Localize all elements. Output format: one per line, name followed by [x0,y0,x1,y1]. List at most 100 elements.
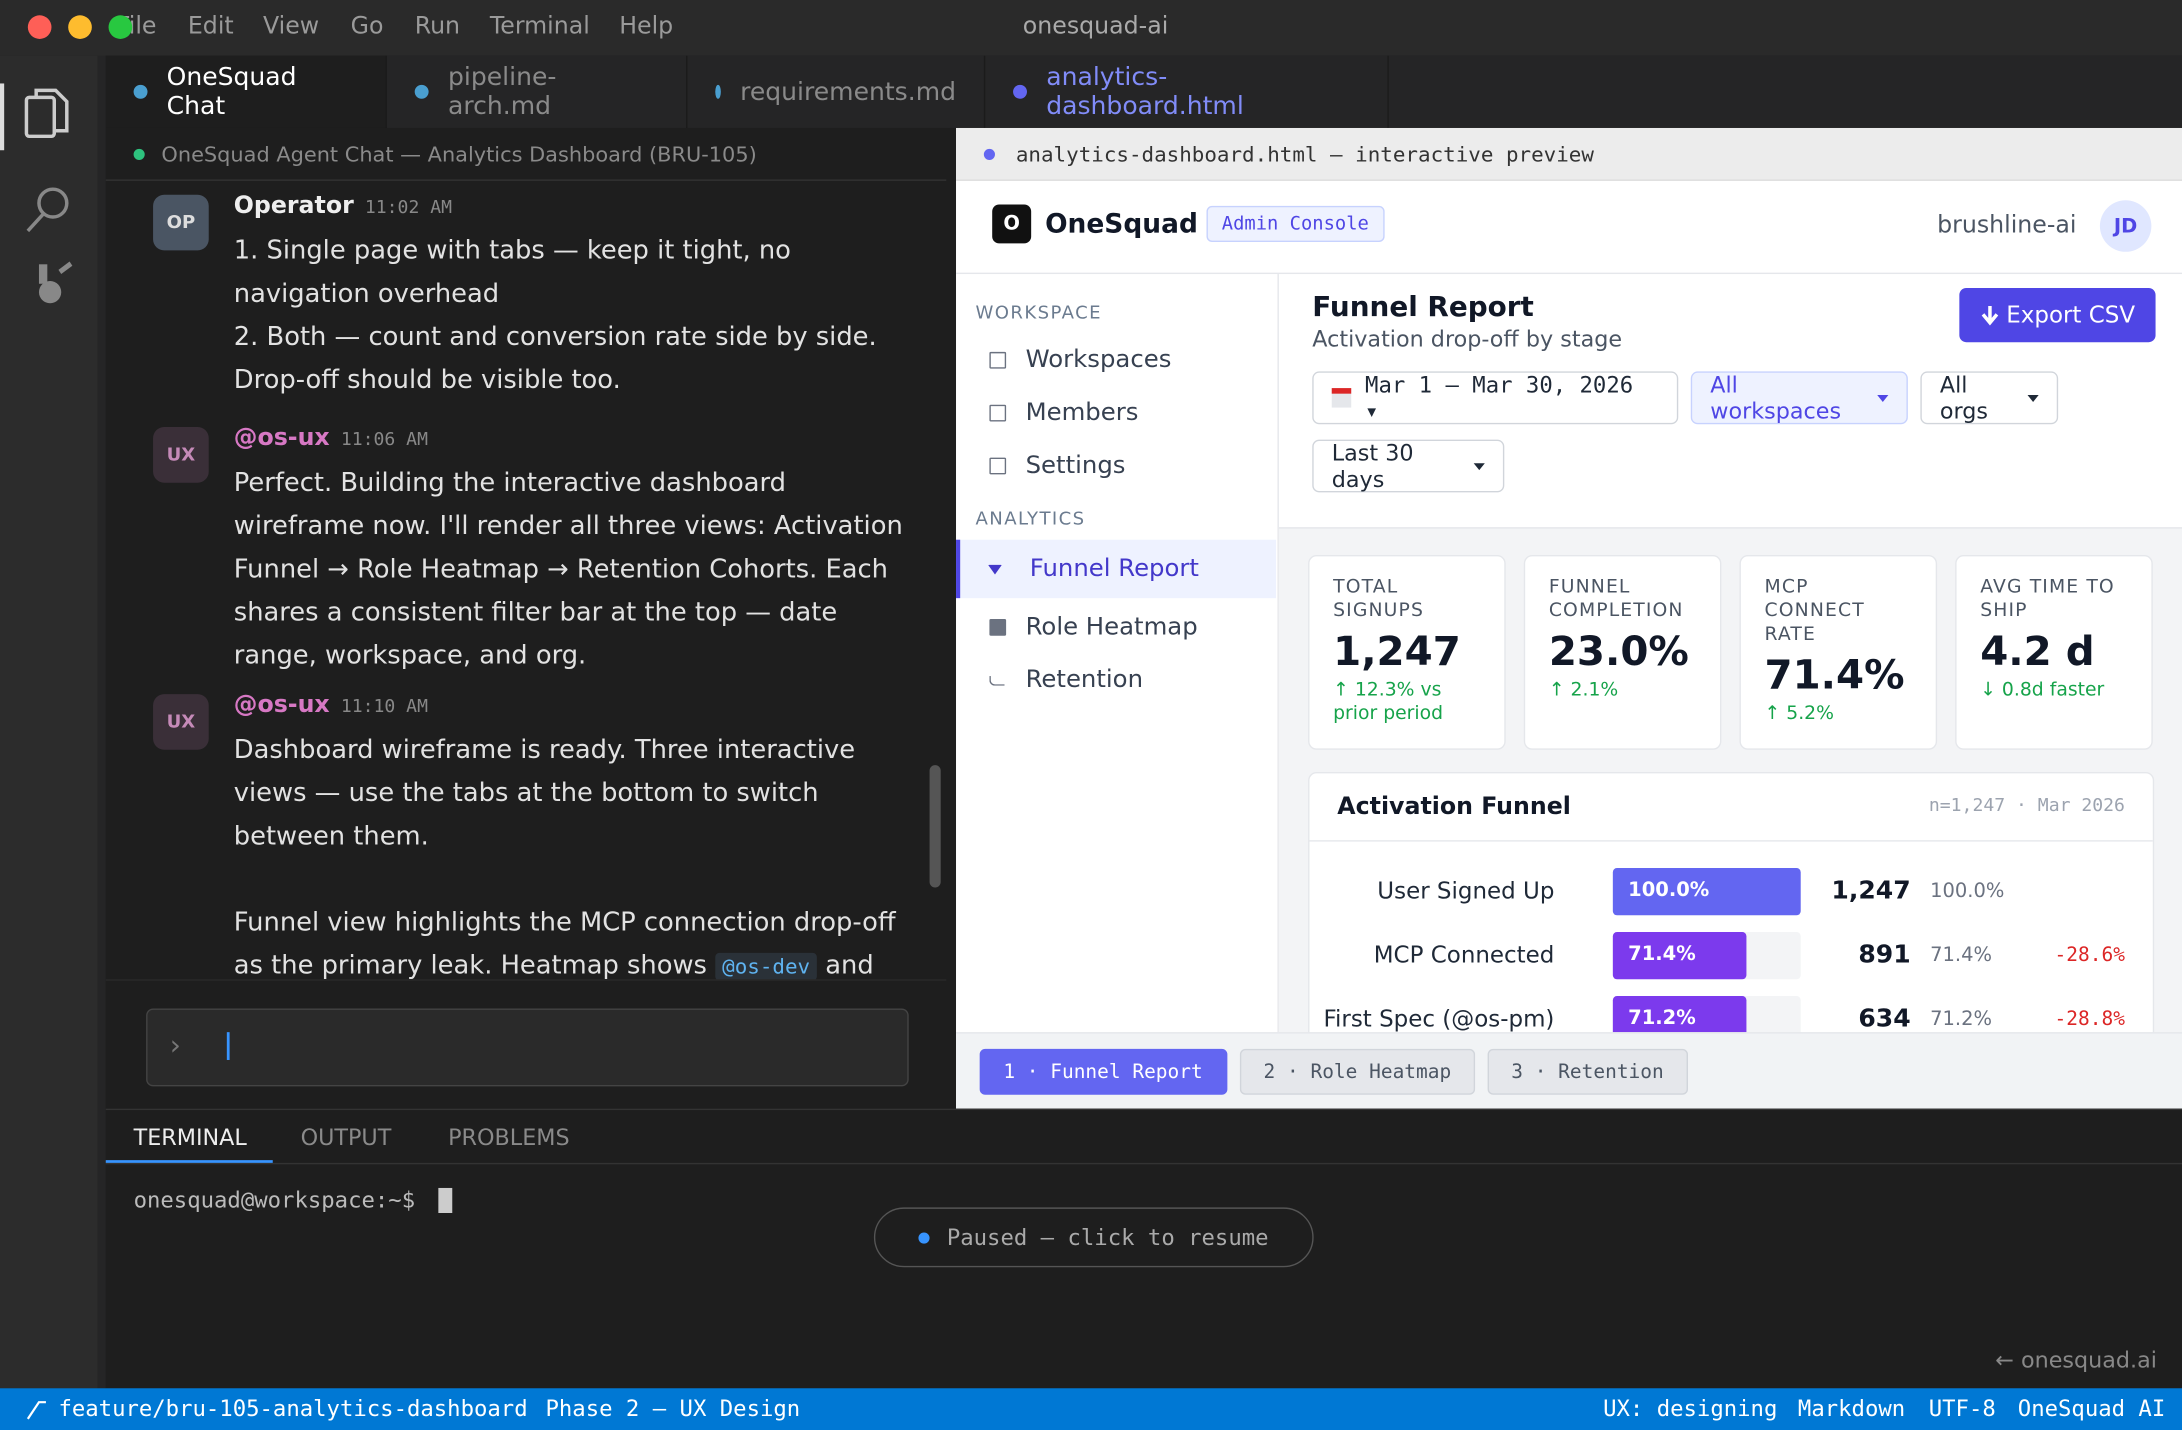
chat-input[interactable]: › [146,1008,909,1087]
branch[interactable]: feature/bru-105-analytics-dashboard [58,1395,528,1422]
stage-label: First Spec (@os-pm) [1323,1005,1555,1033]
message-text: and [825,951,874,981]
filter-label: All orgs [1939,371,1988,425]
status-item[interactable]: Markdown [1797,1395,1906,1422]
menu-item[interactable]: Go [350,12,384,41]
nav-label: Funnel Report [1029,555,1199,583]
kpi-value: 4.2 d [1980,627,2095,675]
date-filter[interactable]: Mar 1 – Mar 30, 2026 ▾ [1312,371,1679,425]
chat-panel: OneSquad Agent Chat — Analytics Dashboar… [105,127,947,1111]
menu-item[interactable]: Terminal [489,12,590,41]
resume-label: Paused — click to resume [946,1224,1269,1251]
filter-label: Last 30 days [1331,439,1414,493]
nav-label: Members [1025,399,1139,428]
range-filter[interactable]: Last 30 days [1312,439,1505,493]
panel-tab[interactable]: PROBLEMS [448,1123,570,1151]
author: @os-ux [233,424,330,453]
zoom-button[interactable] [108,15,133,39]
app-header: O OneSquad Admin Console brushline-ai JD [956,181,2182,275]
bar-label: 100.0% [1628,879,1710,902]
funnel-row: User Signed Up 100.0% 1,247 100.0% [1309,868,2152,916]
tab[interactable]: requirements.md [687,55,986,128]
nav-item[interactable]: Role Heatmap [956,600,1276,656]
cursor [226,1032,230,1060]
kpi-value: 71.4% [1764,651,1905,699]
section-label: WORKSPACE [975,303,1102,325]
message: OP Operator 11:02 AM 1. Single page with … [153,184,904,402]
tab[interactable]: analytics-dashboard.html [985,55,1389,128]
nav-label: Retention [1025,666,1144,695]
drop: -28.6% [2054,944,2125,967]
user-avatar[interactable]: JD [2099,200,2152,252]
workspace-filter[interactable]: All workspaces [1690,371,1908,425]
author: @os-ux [233,691,330,720]
message: UX @os-ux 11:10 AM Dashboard wireframe is… [153,683,904,989]
message-text: 1. Single page with tabs — keep it tight… [233,236,791,309]
status-item[interactable]: UX: designing [1603,1395,1778,1422]
message-text: 2. Both — count and conversion rate side… [233,322,877,396]
bar-track: 71.4% [1612,932,1801,980]
title-bar: File Edit View Go Run Terminal Help ones… [0,0,2182,56]
share: 71.4% [1930,944,1993,967]
preview-panel: analytics-dashboard.html — interactive p… [956,127,2182,1109]
timestamp: 11:02 AM [364,197,453,219]
bar-label: 71.4% [1628,943,1696,966]
menu-item[interactable]: Help [619,12,674,41]
status-item[interactable]: UTF-8 [1928,1395,1996,1422]
stage-label: MCP Connected [1373,941,1555,969]
kpi-card: TOTAL SIGNUPS 1,247 ↑ 12.3% vs prior perio… [1308,555,1506,750]
menu-item[interactable]: View [263,12,320,41]
active-indicator [0,83,5,151]
activity-bar [0,55,106,1389]
view-tab-label: 1 · Funnel Report [1003,1060,1203,1083]
view-tab[interactable]: 3 · Retention [1487,1048,1688,1095]
panel-tab[interactable]: OUTPUT [300,1123,392,1151]
kpi-label: AVG TIME TO SHIP [1980,575,2115,622]
kpi-value: 1,247 [1333,627,1461,675]
active-underline [105,1160,273,1163]
filter-label: Mar 1 – Mar 30, 2026 ▾ [1365,371,1634,425]
export-button[interactable]: Export CSV [1959,287,2156,343]
count: 1,247 [1831,876,1911,906]
mention[interactable]: @os-dev [715,952,818,981]
view-tab[interactable]: 2 · Role Heatmap [1239,1048,1476,1095]
card-title: Activation Funnel [1337,792,1571,821]
timestamp: 11:10 AM [340,696,428,718]
nav-item[interactable]: Settings [956,438,1276,494]
footer-link[interactable]: ← onesquad.ai [1995,1346,2157,1373]
close-button[interactable] [27,15,52,39]
bottom-panel: TERMINAL OUTPUT PROBLEMS onesquad@worksp… [105,1108,2182,1390]
org-filter[interactable]: All orgs [1920,371,2059,425]
window-title: onesquad-ai [1022,12,1169,41]
tab[interactable]: OneSquad Chat [105,55,387,128]
menu-item[interactable]: Run [414,12,461,41]
report-body: TOTAL SIGNUPS 1,247 ↑ 12.3% vs prior perio… [1278,527,2182,1081]
kpi-label: FUNNEL COMPLETION [1548,575,1684,622]
view-tab[interactable]: 1 · Funnel Report [979,1048,1228,1095]
nav-item[interactable]: Funnel Report [956,539,1277,599]
panel-tab[interactable]: TERMINAL [133,1123,247,1151]
drop: -28.8% [2054,1008,2125,1031]
minimize-button[interactable] [68,15,92,39]
avatar: OP [153,194,209,251]
resume-button[interactable]: Paused — click to resume [873,1207,1314,1268]
scrollbar [929,765,941,888]
branch-icon [26,1401,46,1420]
menu-item[interactable]: Edit [187,12,234,41]
author: Operator [233,191,354,220]
chat-title: OneSquad Agent Chat — Analytics Dashboar… [161,141,757,167]
nav-item[interactable]: Retention [956,652,1276,708]
avatar: UX [153,694,209,750]
timestamp: 11:06 AM [340,429,428,451]
message-text: Funnel view highlights the MCP connectio… [233,908,896,981]
status-item[interactable]: OneSquad AI [2017,1395,2166,1422]
nav-item[interactable]: Members [956,385,1276,441]
bar-label: 71.2% [1628,1007,1696,1030]
message-text: Perfect. Building the interactive dashbo… [233,468,903,671]
message: UX @os-ux 11:06 AM Perfect. Building the … [153,416,904,678]
tab[interactable]: pipeline-arch.md [387,55,688,128]
nav-item[interactable]: Workspaces [956,332,1276,388]
report: Funnel Report Activation drop-off by sta… [1278,274,2182,1081]
kpi-card: MCP CONNECT RATE 71.4% ↑ 5.2% [1739,555,1938,750]
